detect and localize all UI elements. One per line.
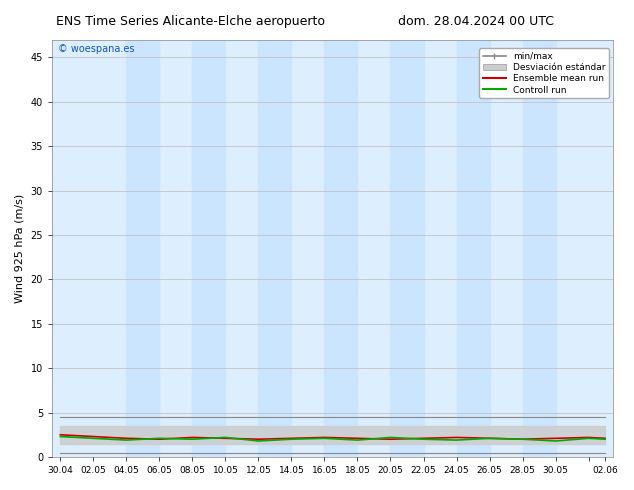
Bar	[192, 40, 226, 457]
Bar	[456, 40, 489, 457]
Legend: min/max, Desviación estándar, Ensemble mean run, Controll run: min/max, Desviación estándar, Ensemble m…	[479, 48, 609, 98]
Bar	[259, 40, 292, 457]
Text: ENS Time Series Alicante-Elche aeropuerto: ENS Time Series Alicante-Elche aeropuert…	[56, 15, 325, 28]
Bar	[522, 40, 555, 457]
Bar	[325, 40, 358, 457]
Text: dom. 28.04.2024 00 UTC: dom. 28.04.2024 00 UTC	[398, 15, 553, 28]
Bar	[126, 40, 159, 457]
Text: © woespana.es: © woespana.es	[58, 44, 134, 54]
Bar	[391, 40, 424, 457]
Y-axis label: Wind 925 hPa (m/s): Wind 925 hPa (m/s)	[15, 194, 25, 303]
